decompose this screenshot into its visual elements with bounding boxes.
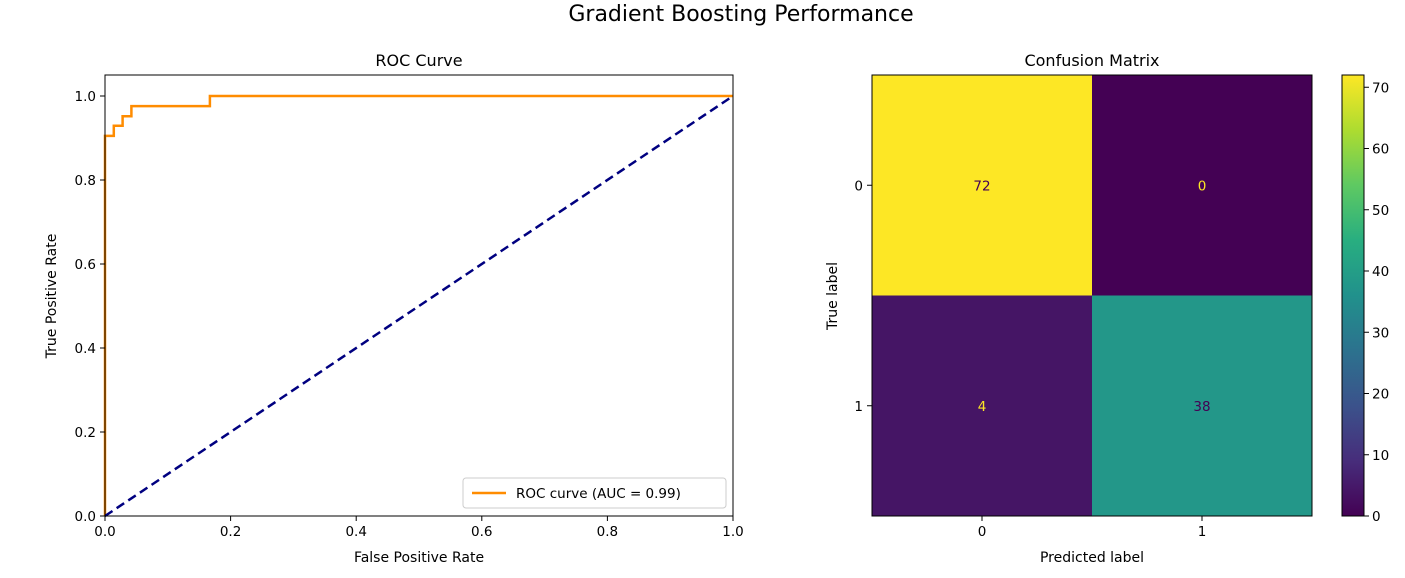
cm-cell (872, 295, 1092, 516)
roc-xtick-label: 1.0 (722, 524, 743, 540)
roc-xtick-label: 0.8 (597, 524, 618, 540)
legend-box (462, 477, 727, 509)
roc-ylabel: True Positive Rate (44, 234, 60, 360)
legend-label-roc: ROC curve (AUC = 0.99) (516, 486, 681, 502)
colorbar-gradient (1341, 74, 1365, 517)
cm-xtick-label: 1 (1198, 524, 1207, 540)
roc-xtick-label: 0.2 (220, 524, 241, 540)
colorbar-tick-label: 50 (1372, 203, 1389, 219)
cm-xtick-label: 0 (978, 524, 987, 540)
roc-frame (104, 74, 734, 517)
roc-ytick-label: 0.4 (75, 341, 96, 357)
colorbar-tick-label: 40 (1372, 264, 1389, 280)
cm-cell-value: 38 (1193, 399, 1210, 415)
cm-frame (871, 74, 1313, 517)
roc-ticks: 0.0 0.2 0.4 0.6 0.8 1.0 0.0 0.2 0.4 0.6 0.8 1.0 (75, 89, 744, 540)
cm-ytick-label: 1 (854, 399, 863, 415)
cm-cell-value: 72 (973, 178, 990, 194)
colorbar-tick-label: 60 (1372, 142, 1389, 158)
roc-xlabel: False Positive Rate (354, 550, 484, 566)
roc-xtick-label: 0.6 (471, 524, 492, 540)
colorbar-tick-label: 10 (1372, 448, 1389, 464)
figure-title: Gradient Boosting Performance (568, 2, 913, 27)
confusion-matrix-axes: Confusion Matrix 72 0 4 38 0 1 0 1 Predicted l… (825, 51, 1313, 566)
roc-xtick-label: 0.0 (94, 524, 115, 540)
cm-ytick-label: 0 (854, 178, 863, 194)
roc-legend: ROC curve (AUC = 0.99) (462, 477, 727, 509)
roc-ytick-label: 0.0 (75, 509, 96, 525)
cm-ylabel: True label (825, 262, 841, 331)
roc-axes: ROC Curve 0.0 0.2 0.4 0.6 0.8 1.0 0.0 0.2 0.4 0.6… (44, 51, 744, 566)
colorbar: 0 10 20 30 40 50 60 70 (1341, 74, 1389, 525)
roc-ytick-label: 0.2 (75, 425, 96, 441)
colorbar-tick-label: 70 (1372, 80, 1389, 96)
roc-ytick-label: 0.8 (75, 173, 96, 189)
colorbar-tick-label: 20 (1372, 387, 1389, 403)
colorbar-tick-label: 30 (1372, 325, 1389, 341)
cm-cell (1092, 75, 1312, 296)
roc-curve-line (103, 94, 733, 516)
cm-cell-value: 4 (978, 399, 987, 415)
cm-xlabel: Predicted label (1040, 550, 1144, 566)
roc-ytick-label: 1.0 (75, 89, 96, 105)
chance-diagonal-line (104, 94, 734, 518)
cm-cells: 72 0 4 38 (872, 75, 1312, 516)
roc-title: ROC Curve (375, 51, 462, 70)
cm-cell-value: 0 (1198, 178, 1207, 194)
roc-ytick-label: 0.6 (75, 257, 96, 273)
colorbar-tick-label: 0 (1372, 509, 1381, 525)
roc-xtick-label: 0.4 (345, 524, 366, 540)
cm-cell (1092, 295, 1312, 516)
cm-ticks: 0 1 0 1 (854, 178, 1206, 540)
cm-cell (872, 75, 1092, 296)
colorbar-ticks: 0 10 20 30 40 50 60 70 (1364, 80, 1389, 525)
roc-plot-area (103, 94, 734, 518)
cm-title: Confusion Matrix (1024, 51, 1159, 70)
